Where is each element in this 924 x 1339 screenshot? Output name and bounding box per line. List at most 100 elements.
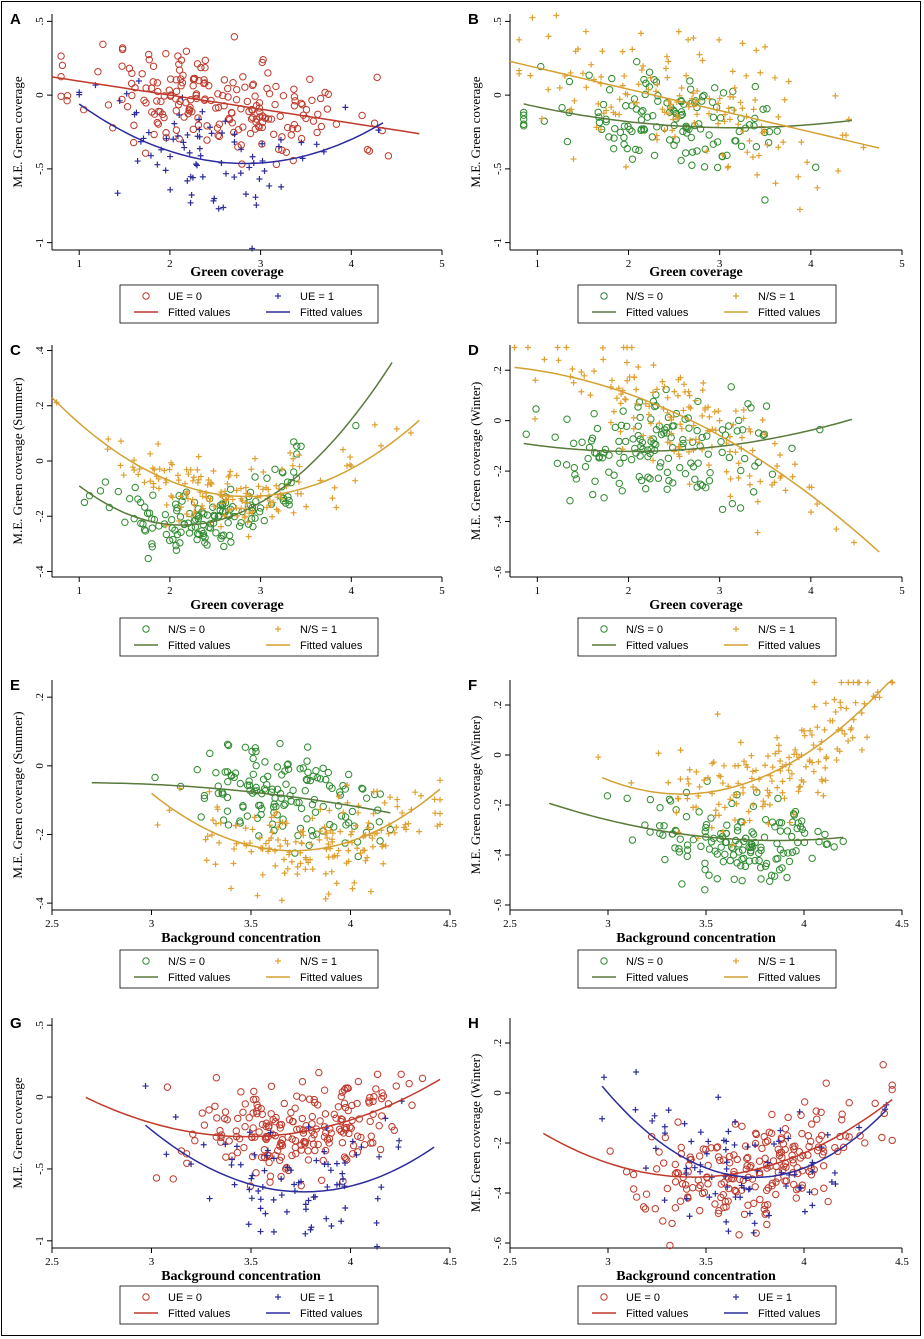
data-point <box>653 386 660 393</box>
data-point <box>757 69 764 76</box>
data-point <box>727 475 734 482</box>
data-point <box>178 504 185 511</box>
data-point <box>775 1138 782 1145</box>
data-point <box>519 111 528 119</box>
data-point <box>163 135 170 142</box>
data-point <box>723 821 731 829</box>
data-point <box>712 1190 719 1197</box>
data-point <box>785 767 792 774</box>
data-point <box>700 379 707 386</box>
data-point <box>749 447 756 454</box>
data-point <box>212 104 220 112</box>
data-point <box>740 784 747 791</box>
data-point <box>255 483 262 490</box>
data-point <box>705 871 713 879</box>
data-point <box>194 479 201 486</box>
data-point <box>193 161 200 168</box>
data-point <box>572 475 581 483</box>
legend-label: UE = 0 <box>168 291 202 303</box>
data-point <box>279 497 288 505</box>
data-point <box>643 113 652 121</box>
data-point <box>748 828 756 836</box>
data-point <box>686 85 695 93</box>
data-point <box>600 356 607 363</box>
x-axis-title: Green coverage <box>649 598 742 613</box>
data-point <box>751 462 759 470</box>
data-point <box>681 149 690 157</box>
data-point <box>325 891 332 898</box>
data-point <box>815 837 823 846</box>
data-point <box>231 138 238 145</box>
data-point <box>222 1153 230 1161</box>
data-point <box>689 463 698 471</box>
x-tick-label: 1 <box>535 585 541 597</box>
data-point <box>169 535 177 544</box>
legend-marker <box>600 1293 608 1301</box>
data-point <box>774 794 782 803</box>
data-point <box>217 819 224 826</box>
data-point <box>118 438 125 445</box>
data-point <box>57 72 65 81</box>
data-point <box>250 1087 258 1096</box>
x-tick-label: 5 <box>899 585 905 597</box>
x-tick-label: 4.5 <box>443 1256 457 1268</box>
data-point <box>642 1190 651 1198</box>
data-point <box>57 52 65 60</box>
legend-label: Fitted values <box>758 640 821 652</box>
legend-marker <box>275 1294 281 1300</box>
data-point <box>278 183 285 190</box>
data-point <box>175 477 182 484</box>
legend-marker <box>733 626 739 632</box>
data-point <box>240 1143 248 1152</box>
data-point <box>734 823 742 831</box>
data-point <box>288 1151 296 1160</box>
x-axis-title: Background concentration <box>161 1269 321 1284</box>
data-point <box>265 1122 273 1130</box>
fitted-line <box>509 60 880 149</box>
data-point <box>256 801 264 810</box>
legend-label: N/S = 1 <box>300 956 337 968</box>
data-point <box>667 101 674 108</box>
data-point <box>780 139 787 146</box>
data-point <box>274 494 281 501</box>
data-point <box>583 84 590 91</box>
data-point <box>121 518 129 527</box>
data-point <box>730 1167 738 1176</box>
data-point <box>206 498 213 505</box>
data-point <box>185 529 194 537</box>
data-point <box>183 466 190 473</box>
data-point <box>261 1153 269 1162</box>
data-point <box>716 772 723 779</box>
data-point <box>609 377 616 384</box>
data-point <box>683 841 692 849</box>
data-point <box>375 1122 383 1130</box>
data-point <box>750 783 757 790</box>
y-tick-label: -.4 <box>492 849 504 861</box>
data-point <box>127 79 136 88</box>
data-point <box>325 841 332 848</box>
data-point <box>785 857 794 866</box>
data-point <box>339 1170 346 1177</box>
data-point <box>369 1110 377 1118</box>
data-point <box>155 440 162 447</box>
data-point <box>252 1107 261 1115</box>
data-point <box>218 500 225 507</box>
data-point <box>694 111 701 118</box>
data-point <box>553 459 562 468</box>
data-point <box>264 1147 271 1154</box>
data-point <box>707 814 715 822</box>
data-point <box>131 457 138 464</box>
data-point <box>623 794 631 803</box>
data-point <box>656 420 663 427</box>
data-point <box>811 703 818 710</box>
data-point <box>431 796 438 803</box>
data-point <box>154 161 161 168</box>
data-point <box>708 98 717 106</box>
data-point <box>637 30 644 37</box>
data-point <box>738 818 746 826</box>
data-point <box>746 481 753 488</box>
data-point <box>762 859 771 868</box>
data-point <box>241 743 250 752</box>
data-point <box>329 838 336 845</box>
data-point <box>219 130 226 137</box>
